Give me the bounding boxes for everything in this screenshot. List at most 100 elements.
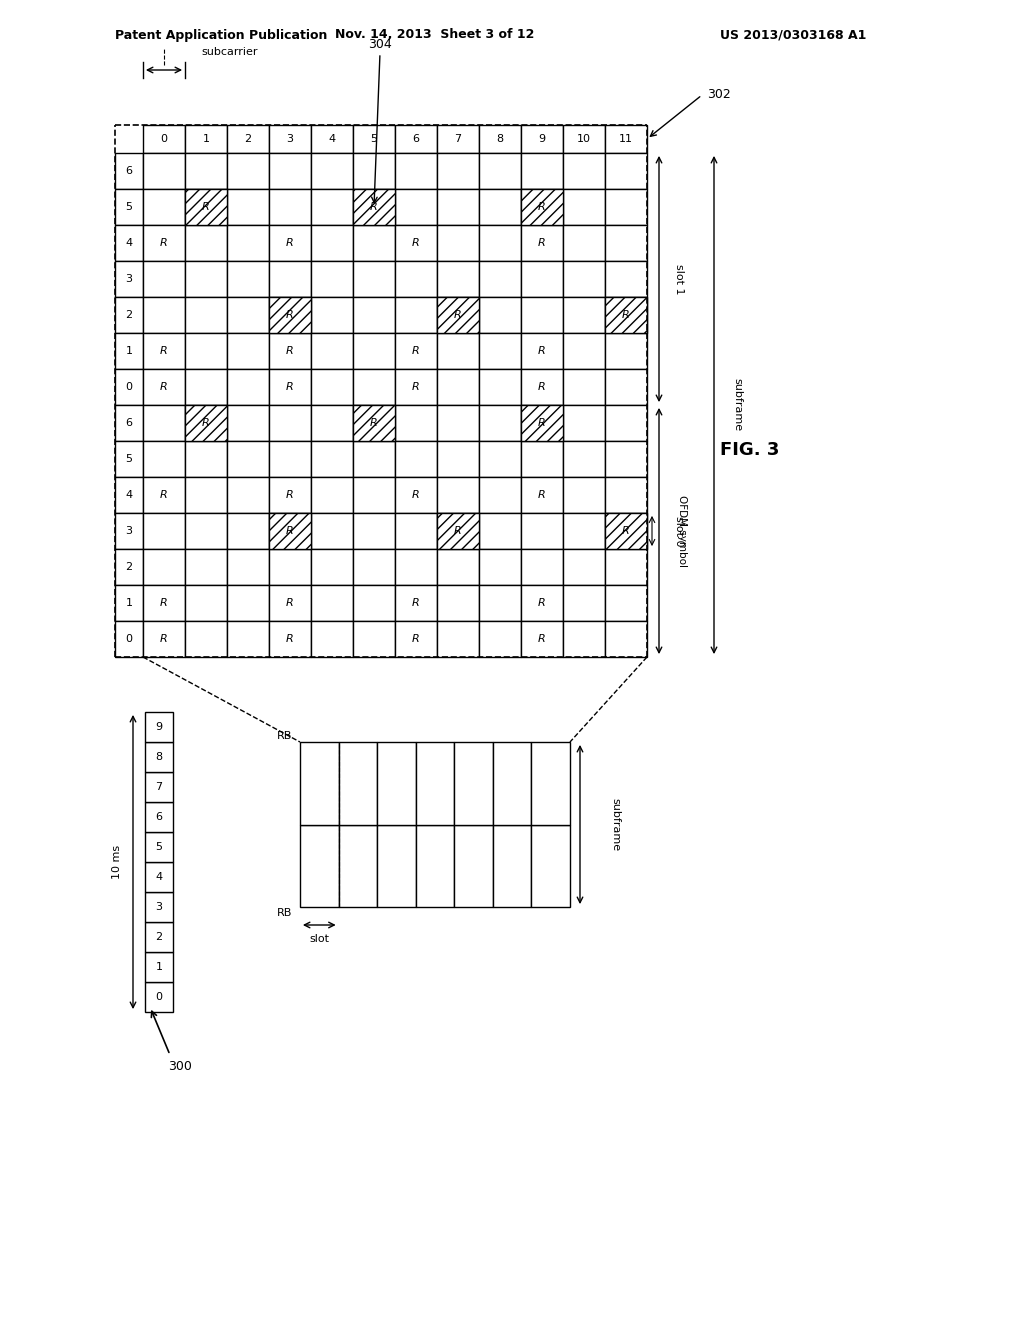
Bar — [115, 297, 143, 333]
Bar — [437, 297, 479, 333]
Bar — [521, 125, 563, 153]
Text: R: R — [286, 525, 294, 536]
Bar — [145, 832, 173, 862]
Bar — [143, 405, 185, 441]
Text: R: R — [286, 634, 294, 644]
Bar — [563, 125, 605, 153]
Text: 2: 2 — [125, 562, 132, 572]
Bar — [605, 370, 647, 405]
Bar — [269, 153, 311, 189]
Bar — [395, 153, 437, 189]
Bar — [437, 513, 479, 549]
Text: US 2013/0303168 A1: US 2013/0303168 A1 — [720, 29, 866, 41]
Bar — [479, 261, 521, 297]
Bar — [227, 297, 269, 333]
Bar — [353, 125, 395, 153]
Bar — [227, 261, 269, 297]
Text: 4: 4 — [125, 490, 132, 500]
Bar — [353, 405, 395, 441]
Bar — [269, 620, 311, 657]
Bar — [227, 477, 269, 513]
Bar — [455, 825, 493, 907]
Text: R: R — [412, 634, 420, 644]
Bar — [227, 189, 269, 224]
Bar — [605, 405, 647, 441]
Text: 2: 2 — [125, 310, 132, 319]
Text: 8: 8 — [497, 135, 504, 144]
Bar — [521, 585, 563, 620]
Text: R: R — [539, 381, 546, 392]
Bar — [605, 585, 647, 620]
Bar — [311, 405, 353, 441]
Text: Nov. 14, 2013  Sheet 3 of 12: Nov. 14, 2013 Sheet 3 of 12 — [335, 29, 535, 41]
Bar — [269, 125, 311, 153]
Bar — [521, 477, 563, 513]
Text: 4: 4 — [329, 135, 336, 144]
Bar — [269, 333, 311, 370]
Text: R: R — [286, 346, 294, 356]
Bar — [437, 441, 479, 477]
Text: 2: 2 — [245, 135, 252, 144]
Bar — [563, 441, 605, 477]
Bar — [227, 513, 269, 549]
Bar — [437, 370, 479, 405]
Bar — [437, 153, 479, 189]
Bar — [145, 772, 173, 803]
Bar — [479, 585, 521, 620]
Text: 1: 1 — [126, 598, 132, 609]
Text: R: R — [286, 310, 294, 319]
Bar — [115, 441, 143, 477]
Bar — [521, 441, 563, 477]
Bar — [145, 711, 173, 742]
Bar — [185, 297, 227, 333]
Bar — [227, 549, 269, 585]
Bar — [269, 261, 311, 297]
Text: 3: 3 — [126, 275, 132, 284]
Bar — [605, 125, 647, 153]
Bar — [185, 549, 227, 585]
Bar — [479, 297, 521, 333]
Bar — [185, 261, 227, 297]
Bar — [353, 189, 395, 224]
Bar — [143, 261, 185, 297]
Bar — [377, 825, 416, 907]
Bar — [143, 153, 185, 189]
Bar — [521, 405, 563, 441]
Text: R: R — [160, 634, 168, 644]
Text: R: R — [539, 346, 546, 356]
Bar — [395, 585, 437, 620]
Bar — [563, 405, 605, 441]
Bar — [227, 153, 269, 189]
Bar — [605, 224, 647, 261]
Bar — [311, 513, 353, 549]
Text: R: R — [160, 381, 168, 392]
Bar — [185, 189, 227, 224]
Text: R: R — [539, 418, 546, 428]
Bar — [416, 825, 455, 907]
Bar — [521, 513, 563, 549]
Bar — [353, 620, 395, 657]
Bar — [227, 370, 269, 405]
Text: 5: 5 — [126, 202, 132, 213]
Bar — [416, 742, 455, 825]
Bar — [563, 297, 605, 333]
Bar — [395, 477, 437, 513]
Bar — [269, 297, 311, 333]
Bar — [395, 189, 437, 224]
Bar — [143, 513, 185, 549]
Text: R: R — [160, 598, 168, 609]
Bar — [479, 333, 521, 370]
Bar — [455, 742, 493, 825]
Bar — [143, 297, 185, 333]
Bar — [353, 224, 395, 261]
Bar — [353, 441, 395, 477]
Bar — [185, 585, 227, 620]
Bar — [437, 585, 479, 620]
Text: R: R — [539, 202, 546, 213]
Bar — [269, 441, 311, 477]
Bar — [353, 513, 395, 549]
Bar — [339, 742, 377, 825]
Bar — [115, 585, 143, 620]
Bar — [143, 585, 185, 620]
Bar — [521, 333, 563, 370]
